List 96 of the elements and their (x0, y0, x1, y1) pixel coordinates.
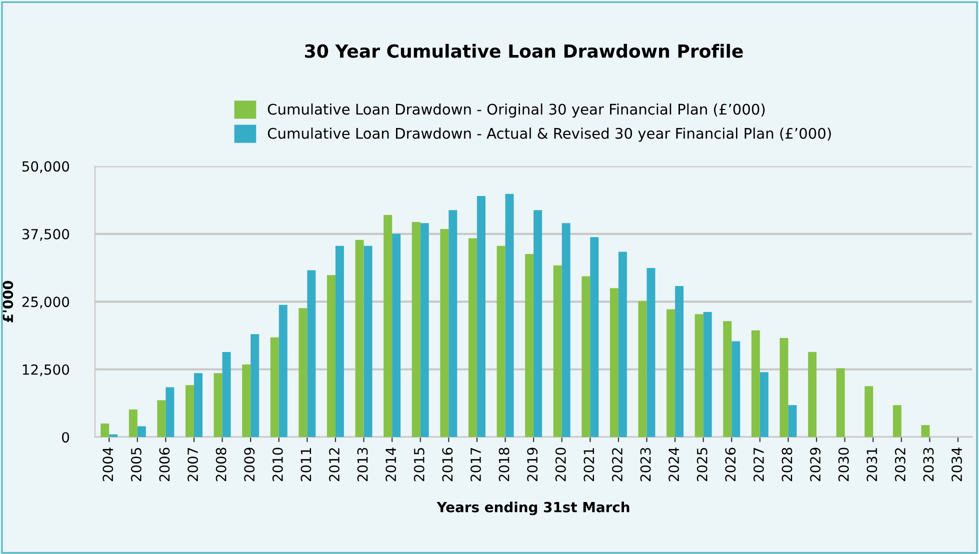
x-tick-label: 2026 (725, 448, 736, 482)
bar (534, 210, 542, 438)
x-axis-title: Years ending 31st March (436, 502, 630, 516)
bar (186, 385, 194, 438)
bar (355, 240, 364, 438)
x-tick-label: 2008 (216, 448, 226, 482)
x-tick-label: 2005 (130, 448, 142, 482)
bar (703, 312, 712, 438)
bar (921, 425, 930, 438)
bar (214, 373, 222, 438)
x-tick-label: 2015 (414, 448, 424, 482)
bar (137, 426, 146, 438)
bar (892, 405, 902, 438)
bar (618, 252, 627, 438)
bar (864, 386, 874, 438)
bar (307, 270, 316, 438)
x-tick-label: 2028 (782, 448, 792, 482)
x-tick-label: 2018 (498, 448, 510, 482)
bar (780, 338, 788, 438)
bar (250, 334, 260, 438)
bar (100, 424, 110, 438)
x-tick-label: 2033 (923, 448, 934, 482)
x-tick-label: 2025 (696, 448, 708, 482)
bar (326, 275, 336, 438)
bar (638, 301, 647, 438)
bar (440, 229, 449, 438)
bar (476, 196, 486, 438)
x-tick-label: 2032 (894, 448, 906, 482)
bar (732, 341, 740, 438)
bar (392, 234, 401, 438)
bar (468, 238, 477, 438)
x-tick-label: 2034 (952, 448, 962, 482)
bar (412, 222, 420, 438)
bar (270, 337, 279, 438)
bar (562, 223, 570, 438)
bar (505, 194, 514, 438)
bar (157, 400, 166, 438)
bar (582, 276, 590, 438)
y-tick-label: 50,000 (22, 161, 70, 174)
x-tick-label: 2009 (244, 448, 255, 482)
bar (166, 387, 174, 438)
bar (760, 372, 768, 438)
x-tick-label: 2016 (442, 448, 453, 482)
bar (496, 246, 506, 438)
x-tick-label: 2012 (329, 448, 340, 482)
bar (751, 330, 760, 438)
bar (128, 409, 138, 438)
bar (646, 268, 656, 438)
bar (242, 364, 251, 438)
bar (420, 223, 429, 438)
bar (525, 254, 534, 438)
bar (675, 286, 684, 438)
bar (448, 210, 458, 438)
bar (335, 246, 344, 438)
x-tick-label: 2021 (584, 448, 594, 482)
x-tick-label: 2020 (555, 448, 566, 482)
x-tick-label: 2007 (188, 448, 198, 482)
bar (788, 405, 797, 438)
y-tick-label: 12,500 (22, 364, 70, 376)
y-tick-label: 37,500 (22, 228, 70, 241)
x-tick-label: 2030 (838, 448, 849, 482)
bar (808, 352, 817, 438)
bar (590, 237, 599, 438)
bar (298, 308, 308, 438)
chart-title: 30 Year Cumulative Loan Drawdown Profile (305, 44, 743, 58)
x-tick-label: 2017 (470, 448, 481, 482)
bar (723, 321, 732, 438)
bar (553, 265, 562, 438)
x-tick-label: 2010 (272, 448, 283, 482)
legend-label: Cumulative Loan Drawdown - Original 30 year Financial Plan (£’000) (268, 103, 765, 118)
x-tick-label: 2031 (866, 448, 878, 482)
bar (364, 246, 372, 438)
bar (666, 309, 676, 438)
x-tick-label: 2011 (300, 448, 312, 482)
bar (836, 368, 845, 438)
x-tick-label: 2023 (640, 448, 651, 482)
y-tick-label: 0 (62, 432, 70, 443)
x-tick-label: 2022 (612, 448, 622, 482)
bar (109, 434, 118, 438)
x-tick-label: 2013 (357, 448, 368, 482)
legend-label: Cumulative Loan Drawdown - Actual & Revised 30 year Financial Plan (£’000) (268, 128, 831, 142)
x-tick-label: 2027 (753, 448, 764, 482)
x-tick-label: 2029 (810, 448, 821, 482)
y-axis-title: £'000 (2, 280, 14, 322)
x-tick-label: 2014 (386, 448, 396, 482)
bar (610, 288, 618, 438)
x-tick-label: 2004 (102, 448, 114, 482)
bar (384, 214, 392, 438)
x-tick-label: 2019 (527, 448, 538, 482)
x-tick-label: 2006 (159, 448, 170, 482)
bar (194, 373, 202, 438)
x-tick-label: 2024 (668, 448, 680, 482)
bar (694, 314, 704, 438)
bar (278, 304, 288, 438)
y-tick-label: 25,000 (22, 296, 70, 309)
bar (222, 352, 231, 438)
